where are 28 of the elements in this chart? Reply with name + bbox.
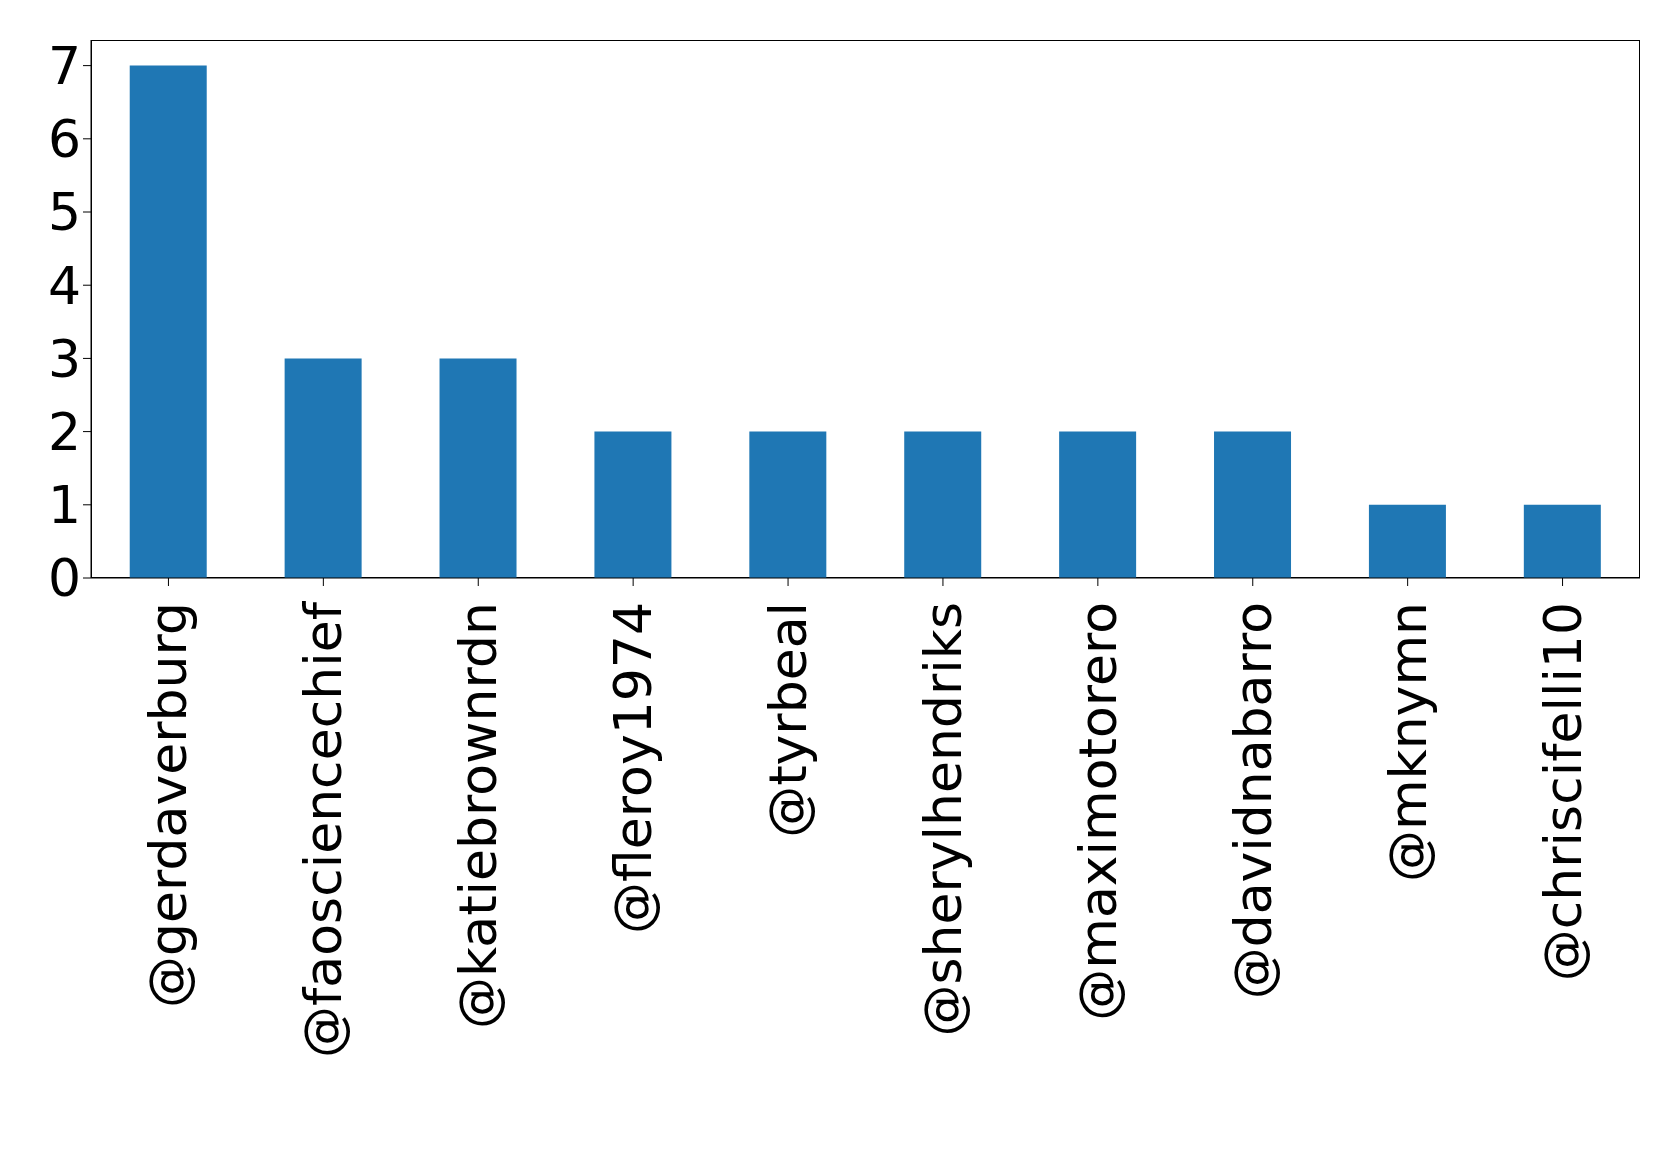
x-tick-label: @maximotorero bbox=[1067, 602, 1128, 1021]
x-tick-label: @mknymn bbox=[1377, 602, 1438, 883]
x-tick-label: @fleroy1974 bbox=[603, 602, 664, 934]
bar bbox=[1368, 504, 1446, 578]
x-tick-label: @chriscifelli10 bbox=[1532, 602, 1593, 982]
bar bbox=[1214, 431, 1292, 578]
bar bbox=[594, 431, 672, 578]
x-tick-label: @faosciencechief bbox=[293, 600, 354, 1058]
y-tick-label: 2 bbox=[47, 402, 81, 463]
x-tick-label: @davidnabarro bbox=[1222, 602, 1283, 1000]
bar bbox=[439, 358, 517, 578]
y-tick-label: 4 bbox=[47, 255, 81, 316]
bar bbox=[749, 431, 827, 578]
y-tick-label: 7 bbox=[47, 36, 81, 97]
bar bbox=[1059, 431, 1137, 578]
x-tick-label: @tyrbeal bbox=[758, 602, 819, 838]
x-tick-label: @sherylhendriks bbox=[912, 602, 973, 1037]
x-tick-label: @gerdaverburg bbox=[138, 602, 199, 1008]
bar bbox=[1523, 504, 1601, 578]
y-tick-label: 3 bbox=[47, 328, 81, 389]
y-tick-label: 0 bbox=[47, 548, 81, 609]
bar bbox=[904, 431, 982, 578]
y-tick-label: 1 bbox=[47, 475, 81, 536]
y-tick-label: 5 bbox=[47, 182, 81, 243]
y-tick-label: 6 bbox=[47, 109, 81, 170]
bar bbox=[129, 65, 207, 578]
x-tick-label: @katiebrownrdn bbox=[448, 602, 509, 1029]
bar bbox=[284, 358, 362, 578]
